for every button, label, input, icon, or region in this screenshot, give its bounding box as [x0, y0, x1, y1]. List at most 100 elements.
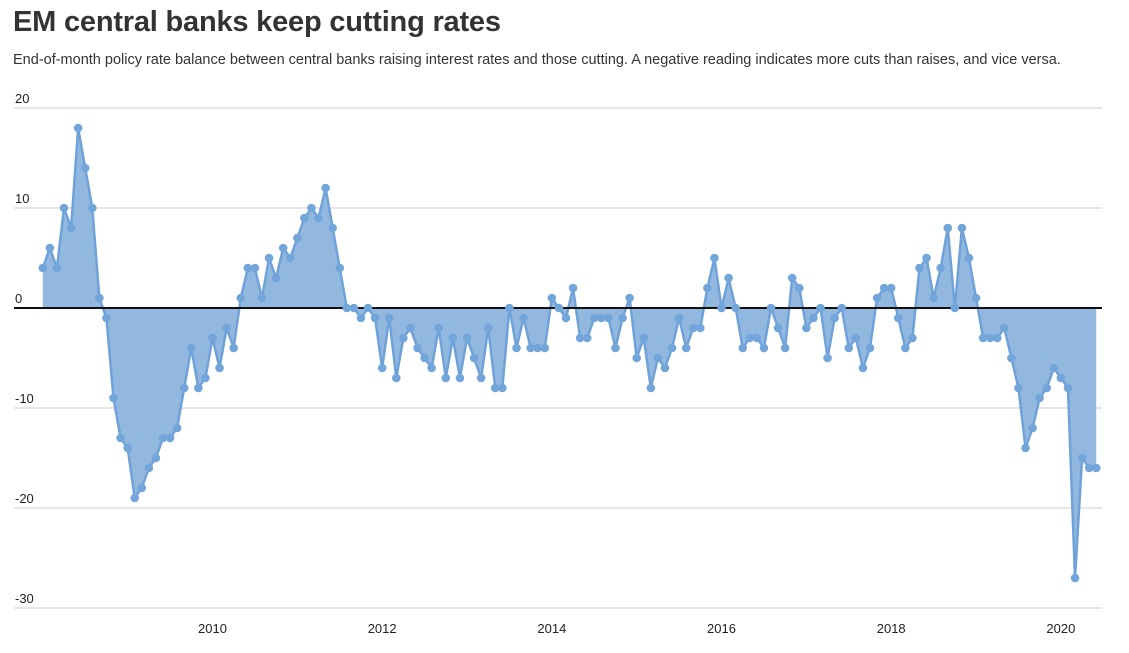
data-point[interactable] [427, 363, 436, 373]
data-point[interactable] [915, 263, 924, 273]
data-point[interactable] [766, 303, 776, 313]
data-point[interactable] [172, 423, 182, 433]
data-point[interactable] [526, 343, 535, 353]
data-point[interactable] [1042, 383, 1052, 393]
data-point[interactable] [1014, 383, 1023, 393]
data-point[interactable] [794, 283, 804, 293]
data-point[interactable] [964, 253, 974, 263]
data-point[interactable] [363, 303, 373, 313]
data-point[interactable] [752, 333, 762, 343]
data-point[interactable] [1035, 393, 1044, 403]
data-point[interactable] [151, 453, 161, 463]
data-point[interactable] [639, 333, 649, 343]
data-point[interactable] [865, 343, 875, 353]
data-point[interactable] [243, 263, 253, 273]
data-point[interactable] [194, 383, 203, 393]
data-point[interactable] [377, 363, 387, 373]
data-point[interactable] [787, 273, 797, 283]
data-point[interactable] [448, 333, 458, 343]
data-point[interactable] [582, 333, 592, 343]
data-point[interactable] [1028, 423, 1037, 433]
data-point[interactable] [370, 313, 380, 323]
data-point[interactable] [773, 323, 783, 333]
data-point[interactable] [604, 313, 613, 323]
data-point[interactable] [1084, 463, 1094, 473]
data-point[interactable] [886, 283, 896, 293]
data-point[interactable] [625, 293, 634, 303]
data-point[interactable] [490, 383, 500, 393]
data-point[interactable] [321, 183, 330, 193]
data-point[interactable] [660, 363, 670, 373]
data-point[interactable] [434, 323, 444, 333]
data-point[interactable] [547, 293, 557, 303]
data-point[interactable] [1021, 443, 1030, 453]
data-point[interactable] [208, 333, 217, 343]
data-point[interactable] [1056, 373, 1066, 383]
data-point[interactable] [356, 313, 366, 323]
data-point[interactable] [186, 343, 196, 353]
data-point[interactable] [971, 293, 981, 303]
data-point[interactable] [307, 203, 316, 213]
data-point[interactable] [257, 293, 267, 303]
data-point[interactable] [384, 313, 394, 323]
data-point[interactable] [943, 223, 953, 233]
data-point[interactable] [816, 303, 825, 313]
data-point[interactable] [264, 253, 274, 263]
data-point[interactable] [130, 493, 140, 503]
data-point[interactable] [116, 433, 125, 443]
data-point[interactable] [165, 433, 175, 443]
data-point[interactable] [780, 343, 790, 353]
data-point[interactable] [109, 393, 118, 403]
data-point[interactable] [314, 213, 323, 223]
data-point[interactable] [342, 303, 352, 313]
data-point[interactable] [505, 303, 514, 313]
data-point[interactable] [1070, 573, 1080, 583]
data-point[interactable] [229, 343, 238, 353]
data-point[interactable] [1063, 383, 1073, 393]
data-point[interactable] [809, 313, 818, 323]
data-point[interactable] [483, 323, 493, 333]
data-point[interactable] [498, 383, 507, 393]
data-point[interactable] [236, 293, 246, 303]
data-point[interactable] [957, 223, 967, 233]
data-point[interactable] [102, 313, 111, 323]
data-point[interactable] [476, 373, 486, 383]
data-point[interactable] [717, 303, 726, 313]
data-point[interactable] [844, 343, 854, 353]
data-point[interactable] [80, 163, 90, 173]
data-point[interactable] [406, 323, 415, 333]
data-point[interactable] [731, 303, 740, 313]
data-point[interactable] [597, 313, 606, 323]
data-point[interactable] [554, 303, 564, 313]
data-point[interactable] [738, 343, 748, 353]
data-point[interactable] [335, 263, 345, 273]
data-point[interactable] [674, 313, 684, 323]
data-point[interactable] [137, 483, 147, 493]
data-point[interactable] [1049, 363, 1059, 373]
data-point[interactable] [349, 303, 359, 313]
data-point[interactable] [823, 353, 832, 363]
data-point[interactable] [66, 223, 76, 233]
data-point[interactable] [1091, 463, 1101, 473]
data-point[interactable] [540, 343, 550, 353]
data-point[interactable] [893, 313, 903, 323]
data-point[interactable] [561, 313, 571, 323]
data-point[interactable] [392, 373, 401, 383]
data-point[interactable] [872, 293, 882, 303]
data-point[interactable] [710, 253, 719, 263]
data-point[interactable] [38, 263, 48, 273]
data-point[interactable] [681, 343, 691, 353]
data-point[interactable] [455, 373, 465, 383]
data-point[interactable] [73, 123, 83, 133]
data-point[interactable] [215, 363, 224, 373]
data-point[interactable] [929, 293, 938, 303]
data-point[interactable] [646, 383, 656, 393]
data-point[interactable] [52, 263, 62, 273]
data-point[interactable] [123, 443, 132, 453]
data-point[interactable] [399, 333, 408, 343]
data-point[interactable] [533, 343, 542, 353]
data-point[interactable] [724, 273, 733, 283]
data-point[interactable] [250, 263, 260, 273]
data-point[interactable] [985, 333, 995, 343]
data-point[interactable] [462, 333, 472, 343]
